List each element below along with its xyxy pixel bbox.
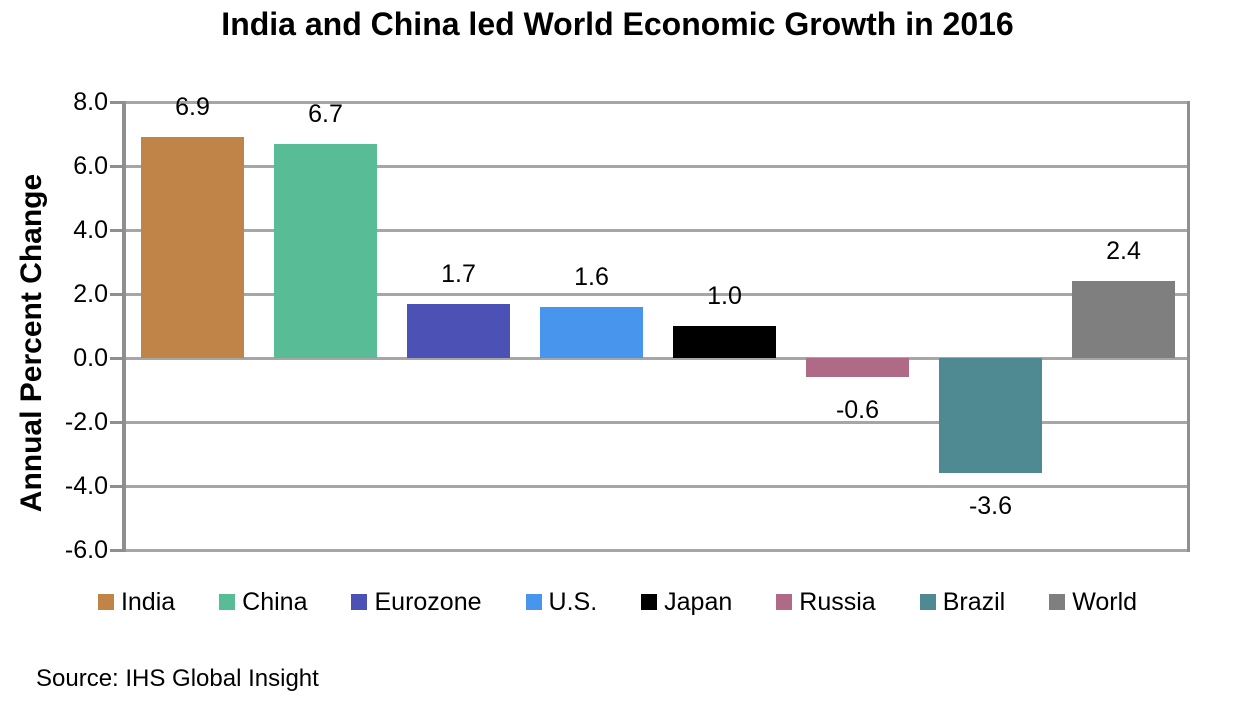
y-axis-tick <box>110 357 126 360</box>
legend-label-india: India <box>120 588 176 616</box>
y-axis-tick <box>110 421 126 424</box>
bar-brazil <box>939 358 1042 474</box>
plot-right-border <box>1187 101 1190 552</box>
y-axis-tick <box>110 549 126 552</box>
gridline <box>126 293 1190 296</box>
bar-eurozone <box>407 303 510 358</box>
y-axis-tick <box>110 101 126 104</box>
bar-value-label-russia: -0.6 <box>835 396 880 425</box>
y-axis-tick-label: -2.0 <box>64 408 108 436</box>
legend-label-japan: Japan <box>664 588 733 616</box>
legend-item-u-s: U.S. <box>525 586 598 618</box>
y-axis-tick-label: 6.0 <box>73 152 108 180</box>
bar-value-label-world: 2.4 <box>1106 237 1141 266</box>
y-axis-tick <box>110 229 126 232</box>
y-axis-tick-label: 4.0 <box>73 216 108 244</box>
legend-label-eurozone: Eurozone <box>374 588 482 616</box>
legend-item-eurozone: Eurozone <box>351 586 482 618</box>
bar-china <box>274 143 377 358</box>
y-axis-tick-label: -6.0 <box>64 536 108 564</box>
bar-india <box>141 137 244 358</box>
bar-value-label-china: 6.7 <box>308 99 343 128</box>
y-axis-tick <box>110 165 126 168</box>
legend-swatch-china <box>219 594 236 610</box>
bar-value-label-eurozone: 1.7 <box>441 259 476 288</box>
legend-label-u-s: U.S. <box>548 588 598 616</box>
gridline <box>126 229 1190 232</box>
y-axis-tick <box>110 485 126 488</box>
bar-russia <box>806 358 909 378</box>
legend-swatch-u-s <box>525 594 542 610</box>
bar-world <box>1072 281 1175 358</box>
legend-label-china: China <box>242 588 308 616</box>
source-note: Source: IHS Global Insight <box>36 665 319 692</box>
bar-value-label-brazil: -3.6 <box>968 492 1013 521</box>
legend-item-brazil: Brazil <box>919 586 1006 618</box>
y-axis-tick-label: -4.0 <box>64 472 108 500</box>
gridline <box>126 549 1190 552</box>
legend-swatch-india <box>97 594 114 610</box>
bar-japan <box>673 326 776 358</box>
bar-value-label-japan: 1.0 <box>707 282 742 310</box>
bar-u-s <box>540 306 643 358</box>
y-axis-tick <box>110 293 126 296</box>
y-axis-line <box>122 101 126 552</box>
gridline <box>126 101 1190 104</box>
legend-item-russia: Russia <box>776 586 876 618</box>
legend-label-russia: Russia <box>799 588 876 616</box>
gridline <box>126 357 1190 360</box>
bar-value-label-u-s: 1.6 <box>574 262 609 291</box>
y-axis-tick-label: 2.0 <box>73 280 108 308</box>
plot-area: 6.9 6.7 1.7 1.6 1.0 -0.6 -3.6 2.4 <box>126 93 1190 552</box>
chart-title: India and China led World Economic Growt… <box>221 6 1014 42</box>
y-axis-tick-label: 8.0 <box>73 88 108 116</box>
legend-label-brazil: Brazil <box>942 588 1006 616</box>
legend-item-india: India <box>97 586 176 618</box>
legend-swatch-brazil <box>919 594 936 610</box>
legend-swatch-eurozone <box>351 594 368 610</box>
y-axis-tick-label: 0.0 <box>73 344 108 372</box>
gridline <box>126 421 1190 424</box>
legend: India China Eurozone U.S. Japan Russia Brazil W… <box>0 586 1235 618</box>
legend-item-world: World <box>1049 586 1137 618</box>
legend-item-china: China <box>219 586 307 618</box>
legend-swatch-russia <box>776 594 793 610</box>
bar-value-label-india: 6.9 <box>175 93 210 122</box>
gridline <box>126 485 1190 488</box>
legend-swatch-world <box>1049 594 1066 610</box>
gridline <box>126 165 1190 168</box>
legend-swatch-japan <box>641 594 658 610</box>
legend-label-world: World <box>1072 588 1138 616</box>
legend-item-japan: Japan <box>641 586 732 618</box>
